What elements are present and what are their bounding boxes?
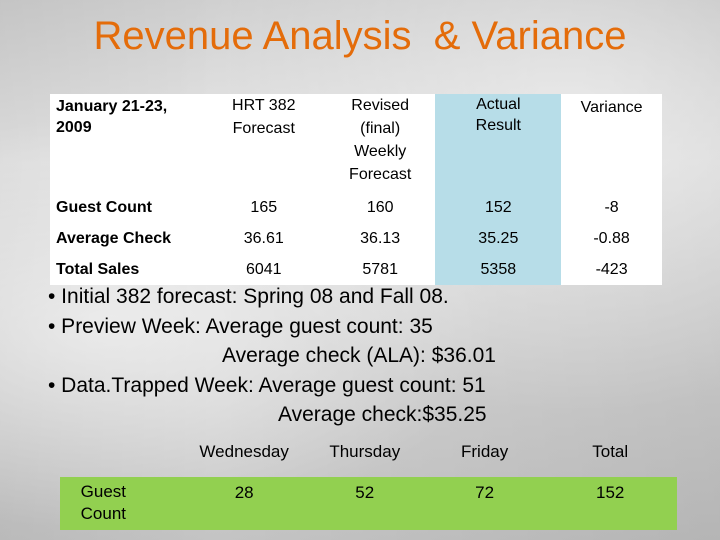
table-cell: 28 — [234, 483, 254, 502]
table-header-row: January 21-23, 2009 HRT 382 Forecast Rev… — [50, 94, 662, 192]
table-cell: 36.61 — [202, 223, 325, 254]
table-cell: -8 — [561, 192, 662, 223]
table-row: Total Sales 6041 5781 5358 -423 — [50, 254, 662, 285]
table-cell: -0.88 — [561, 223, 662, 254]
table-cell: 152 — [435, 192, 562, 223]
table-row: Guest Count 165 160 152 -8 — [50, 192, 662, 223]
table-cell: 52 — [355, 483, 375, 502]
header-empty — [60, 436, 185, 477]
table-cell: -423 — [561, 254, 662, 285]
bullet-subitem: Average check:$35.25 — [278, 403, 487, 426]
table-row: Average Check 36.61 36.13 35.25 -0.88 — [50, 223, 662, 254]
header-variance: Variance — [561, 94, 662, 192]
bullet-subitem: Average check (ALA): $36.01 — [222, 344, 496, 367]
bullet-list: • Initial 382 forecast: Spring 08 and Fa… — [48, 282, 688, 430]
table-row: Guest Count 28 52 72 152 — [60, 477, 677, 530]
table-cell: 72 — [475, 483, 495, 502]
table-cell: 152 — [596, 483, 625, 502]
table-cell: 35.25 — [435, 223, 562, 254]
row-label: Guest Count — [80, 482, 127, 523]
table-cell: 165 — [202, 192, 325, 223]
table-cell: 6041 — [202, 254, 325, 285]
slide-title: Revenue Analysis & Variance — [93, 14, 627, 58]
header-thursday: Thursday — [329, 442, 401, 461]
table-cell: 160 — [324, 192, 436, 223]
header-date-range: January 21-23, 2009 — [50, 94, 203, 192]
row-label: Guest Count — [50, 192, 203, 223]
header-total: Total — [592, 442, 629, 461]
header-revised-forecast: Revised (final) Weekly Forecast — [324, 94, 436, 192]
table-cell: 5358 — [435, 254, 562, 285]
table-cell: 36.13 — [324, 223, 436, 254]
row-label: Total Sales — [50, 254, 203, 285]
bullet-item: • Data.Trapped Week: Average guest count… — [48, 373, 486, 397]
table-header-row: Wednesday Thursday Friday Total — [60, 436, 677, 477]
header-friday: Friday — [461, 442, 509, 461]
header-actual-result: Actual Result — [435, 94, 562, 192]
row-label: Average Check — [50, 223, 203, 254]
header-hrt-forecast: HRT 382 Forecast — [202, 94, 325, 192]
guest-count-table: Wednesday Thursday Friday Total Guest Co… — [60, 436, 677, 530]
table-cell: 5781 — [324, 254, 436, 285]
bullet-item: • Preview Week: Average guest count: 35 — [48, 314, 433, 338]
bullet-item: • Initial 382 forecast: Spring 08 and Fa… — [48, 285, 449, 308]
revenue-table: January 21-23, 2009 HRT 382 Forecast Rev… — [50, 94, 662, 285]
header-wednesday: Wednesday — [199, 442, 289, 461]
